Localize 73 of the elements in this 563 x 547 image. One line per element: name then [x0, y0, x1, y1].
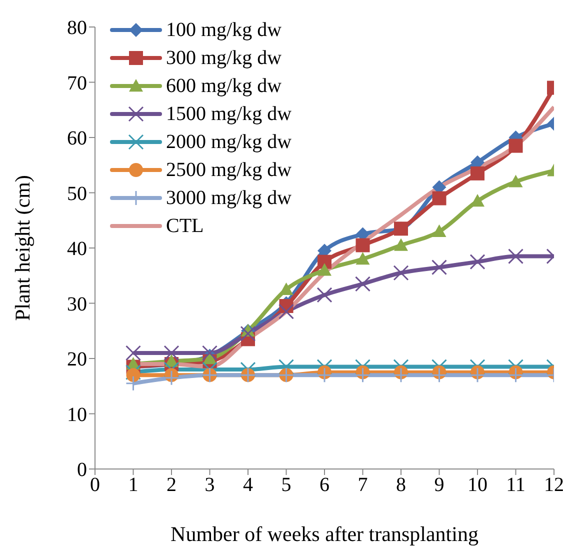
y-tick-label: 70 [67, 72, 87, 94]
point [508, 138, 523, 153]
point [278, 304, 294, 320]
legend-label: 1500 mg/kg dw [166, 102, 292, 126]
x-tick-label: 6 [320, 474, 330, 496]
legend-label: 100 mg/kg dw [166, 18, 282, 42]
legend-label: 2500 mg/kg dw [166, 158, 292, 182]
point [355, 276, 370, 292]
point [508, 174, 523, 188]
x-tick-label: 12 [544, 474, 563, 496]
x-tick-label: 2 [166, 474, 176, 496]
point [126, 368, 140, 382]
y-tick-label: 50 [67, 182, 87, 205]
point [432, 359, 447, 375]
point [279, 282, 294, 296]
x-tick-label: 4 [243, 474, 253, 496]
point [432, 224, 446, 238]
point [470, 254, 486, 270]
y-tick-label: 80 [67, 17, 87, 40]
point [318, 263, 332, 276]
y-tick-label: 10 [67, 404, 87, 426]
point [356, 252, 370, 265]
point [432, 191, 446, 206]
x-tick-label: 8 [396, 474, 406, 496]
point [356, 238, 370, 252]
legend-label: CTL [166, 214, 204, 238]
point [126, 345, 141, 361]
y-tick-label: 20 [67, 348, 87, 371]
point [508, 359, 524, 375]
point [202, 345, 218, 361]
point [470, 359, 486, 375]
point [202, 362, 218, 378]
point [278, 359, 294, 375]
point [393, 265, 409, 281]
x-tick-label: 11 [506, 474, 526, 496]
point [355, 359, 370, 375]
point [470, 367, 486, 383]
x-axis-title: Number of weeks after transplanting [170, 522, 479, 546]
point [508, 367, 524, 383]
point [316, 287, 332, 303]
x-tick-label: 5 [281, 474, 292, 496]
y-tick-label: 0 [77, 459, 87, 482]
point [318, 254, 332, 269]
point [126, 364, 141, 380]
point [508, 248, 524, 264]
x-tick-label: 7 [358, 474, 368, 496]
x-tick-label: 10 [468, 474, 488, 496]
point [393, 367, 409, 383]
point [355, 367, 370, 383]
y-tick-label: 40 [67, 238, 87, 260]
point [470, 166, 484, 180]
x-tick-label: 9 [434, 474, 444, 496]
point [432, 260, 447, 276]
point [126, 376, 141, 392]
point [432, 367, 447, 383]
point [164, 370, 180, 386]
legend-label: 3000 mg/kg dw [166, 186, 292, 210]
point [394, 238, 408, 251]
point [393, 359, 409, 375]
y-tick-label: 30 [67, 293, 87, 316]
legend-label: 300 mg/kg dw [166, 46, 282, 70]
point [240, 362, 256, 378]
point [164, 345, 180, 361]
point [316, 359, 332, 375]
legend-label: 600 mg/kg dw [166, 74, 282, 98]
x-tick-label: 3 [204, 474, 215, 496]
point [240, 326, 256, 342]
point [316, 367, 332, 383]
x-tick-label: 1 [128, 474, 138, 496]
y-axis-title: Plant height (cm) [10, 175, 34, 321]
y-tick-label: 60 [67, 128, 87, 150]
point [164, 362, 180, 378]
legend-label: 2000 mg/kg dw [166, 130, 292, 154]
